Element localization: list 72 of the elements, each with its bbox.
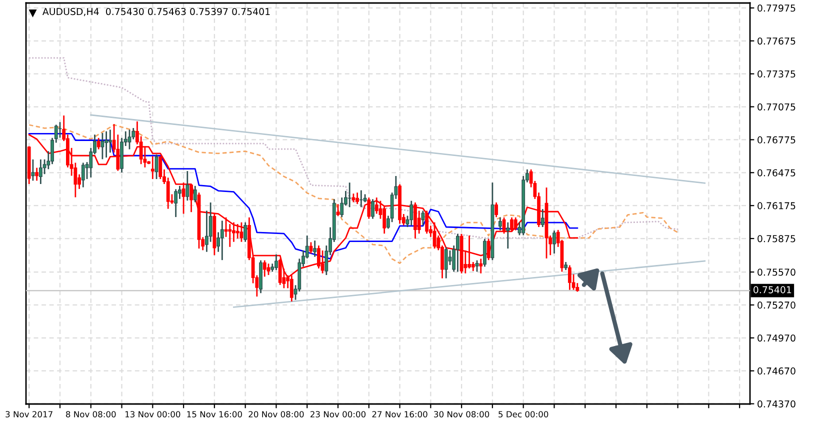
candlestick [514, 217, 518, 230]
candlestick [31, 159, 35, 181]
candlestick [448, 250, 452, 266]
candlestick [456, 234, 460, 272]
x-tick-label: 30 Nov 08:00 [434, 411, 490, 418]
candlestick [262, 260, 266, 277]
candlestick [367, 198, 371, 219]
x-tick-label: 23 Nov 00:00 [310, 411, 366, 418]
y-tick-label: 0.75875 [758, 235, 796, 242]
y-tick-label: 0.76775 [758, 136, 796, 144]
y-tick-label: 0.75270 [758, 302, 796, 309]
candlestick [444, 247, 448, 278]
candlestick [128, 130, 132, 150]
candlestick [425, 210, 429, 234]
candlestick [483, 238, 486, 267]
candlestick [104, 131, 108, 158]
candlestick [371, 199, 374, 219]
candlestick [336, 204, 340, 216]
x-tick-label: 3 Nov 2017 [6, 411, 52, 418]
x-tick-label: 13 Nov 00:00 [125, 411, 180, 418]
candlestick [421, 210, 425, 226]
x-tick-label: 20 Nov 08:00 [248, 411, 304, 418]
ref-line-label: 0.75401 [754, 286, 792, 294]
candlestick [100, 132, 104, 160]
candlestick [468, 236, 471, 268]
candlestick [236, 224, 240, 239]
y-tick-label: 0.77675 [758, 37, 796, 45]
candlestick [108, 130, 112, 153]
candlestick [479, 258, 483, 274]
candlestick [552, 230, 556, 254]
x-tick-label: 5 Dec 00:00 [498, 411, 548, 418]
candlestick [228, 224, 232, 247]
candlestick [190, 184, 193, 212]
candlestick [486, 238, 490, 260]
y-tick-label: 0.76175 [758, 202, 796, 210]
y-tick-label: 0.77375 [758, 70, 796, 78]
candlestick [38, 159, 42, 184]
candlestick [186, 171, 190, 201]
candlestick [244, 222, 248, 242]
y-tick-label: 0.74370 [758, 400, 796, 408]
y-tick-label: 0.77975 [758, 4, 796, 12]
candlestick [568, 265, 572, 290]
x-tick-label: 27 Nov 16:00 [372, 411, 428, 418]
y-tick-label: 0.76475 [758, 169, 796, 176]
y-tick-label: 0.75570 [758, 268, 796, 276]
candlestick [81, 162, 85, 188]
candlestick [313, 240, 317, 257]
candlestick [475, 260, 479, 272]
y-tick-label: 0.77075 [758, 103, 796, 110]
candlestick [540, 209, 544, 228]
candlestick [174, 189, 178, 218]
y-tick-label: 0.74670 [758, 367, 796, 375]
x-tick-label: 8 Nov 08:00 [66, 411, 116, 418]
candlestick [193, 186, 197, 202]
x-tick-label: 15 Nov 16:00 [187, 411, 242, 418]
candlestick [498, 217, 502, 230]
candlestick [35, 168, 39, 181]
candlestick [220, 220, 224, 260]
candlestick [58, 122, 62, 138]
y-tick-label: 0.74970 [758, 334, 796, 342]
candlestick [182, 182, 186, 214]
line-series [28, 124, 678, 264]
chart-title: AUDUSD,H4 0.75430 0.75463 0.75397 0.75401 [42, 8, 270, 16]
candlestick [96, 138, 100, 150]
candlestick [410, 200, 414, 226]
candlestick [356, 192, 360, 204]
candlestick [150, 156, 154, 180]
candlestick [274, 254, 278, 270]
line-series [28, 57, 678, 239]
candlestick [510, 217, 514, 232]
candlestick [494, 202, 498, 218]
candlestick [506, 222, 510, 249]
